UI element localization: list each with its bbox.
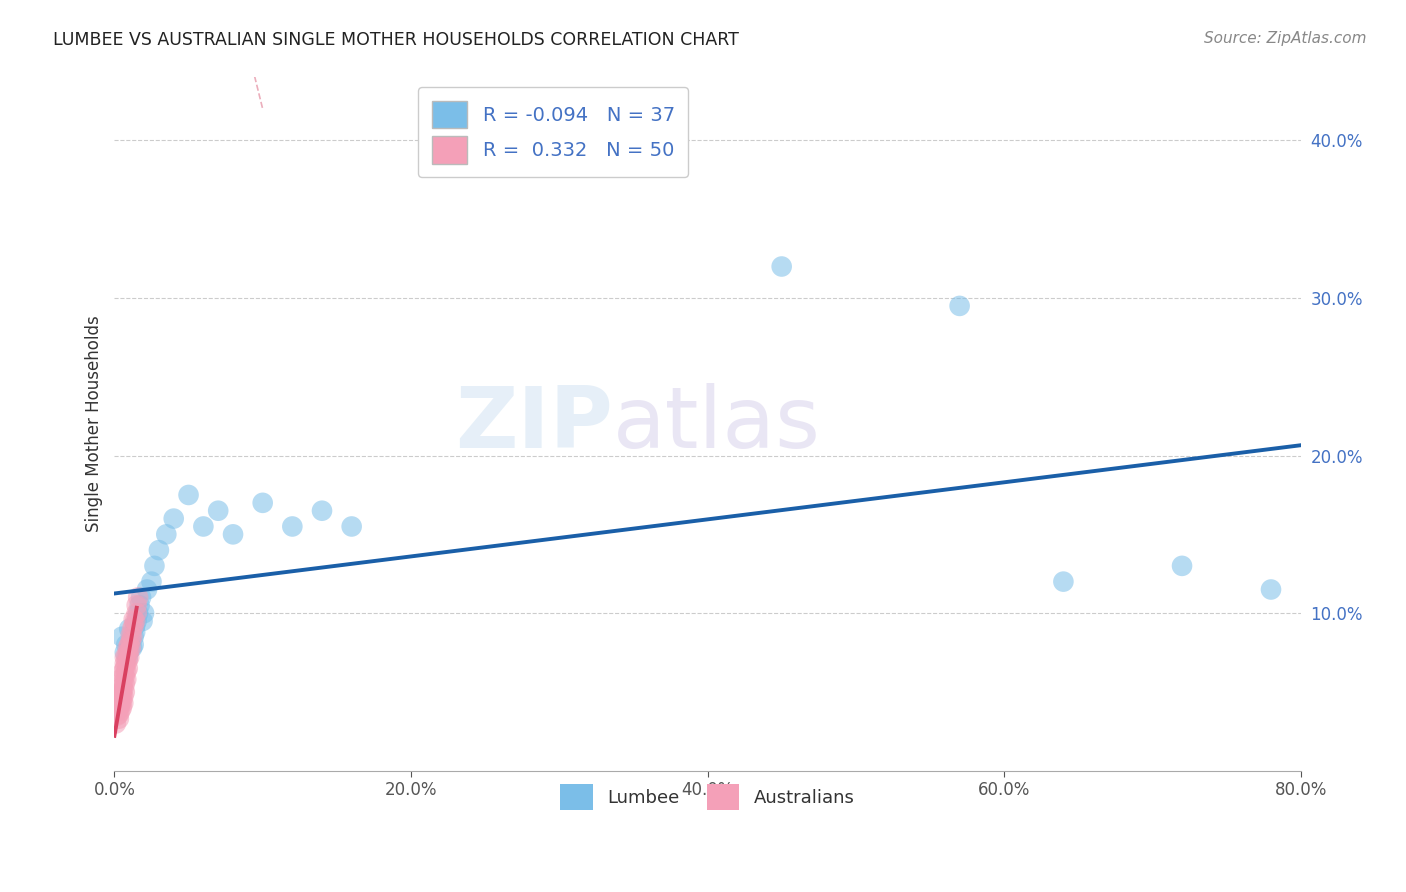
Point — [118, 622, 141, 636]
Point — [110, 688, 132, 702]
Point — [118, 650, 141, 665]
Point — [114, 661, 136, 675]
Point — [115, 665, 138, 679]
Point — [117, 646, 139, 660]
Text: atlas: atlas — [613, 383, 821, 466]
Point — [118, 638, 141, 652]
Point — [105, 704, 128, 718]
Point — [311, 504, 333, 518]
Point — [121, 640, 143, 655]
Point — [111, 630, 134, 644]
Point — [108, 698, 131, 712]
Point — [108, 706, 131, 721]
Point — [132, 606, 155, 620]
Point — [114, 685, 136, 699]
Point — [118, 644, 141, 658]
Point — [125, 614, 148, 628]
Point — [131, 614, 153, 628]
Text: ZIP: ZIP — [456, 383, 613, 466]
Point — [112, 669, 135, 683]
Point — [118, 644, 141, 658]
Point — [122, 619, 145, 633]
Point — [117, 653, 139, 667]
Point — [125, 599, 148, 613]
Point — [112, 690, 135, 704]
Point — [163, 511, 186, 525]
Point — [281, 519, 304, 533]
Point — [124, 614, 146, 628]
Point — [770, 260, 793, 274]
Point — [155, 527, 177, 541]
Point — [128, 599, 150, 613]
Point — [117, 640, 139, 655]
Point — [111, 685, 134, 699]
Point — [148, 543, 170, 558]
Point — [104, 716, 127, 731]
Point — [129, 591, 152, 605]
Point — [115, 650, 138, 665]
Point — [120, 640, 142, 655]
Text: Source: ZipAtlas.com: Source: ZipAtlas.com — [1204, 31, 1367, 46]
Point — [252, 496, 274, 510]
Point — [124, 619, 146, 633]
Point — [111, 700, 134, 714]
Point — [114, 677, 136, 691]
Point — [111, 694, 134, 708]
Point — [114, 650, 136, 665]
Point — [114, 669, 136, 683]
Point — [122, 612, 145, 626]
Point — [124, 625, 146, 640]
Point — [207, 504, 229, 518]
Legend: Lumbee, Australians: Lumbee, Australians — [546, 770, 869, 824]
Point — [110, 698, 132, 712]
Point — [111, 688, 134, 702]
Point — [110, 693, 132, 707]
Point — [108, 700, 131, 714]
Point — [121, 622, 143, 636]
Point — [141, 574, 163, 589]
Point — [117, 661, 139, 675]
Point — [143, 558, 166, 573]
Point — [112, 696, 135, 710]
Point — [112, 681, 135, 696]
Point — [114, 657, 136, 671]
Point — [177, 488, 200, 502]
Point — [115, 657, 138, 671]
Point — [125, 606, 148, 620]
Point — [115, 638, 138, 652]
Point — [193, 519, 215, 533]
Point — [122, 638, 145, 652]
Point — [122, 630, 145, 644]
Point — [111, 680, 134, 694]
Point — [114, 646, 136, 660]
Point — [115, 673, 138, 687]
Point — [127, 591, 149, 605]
Point — [120, 628, 142, 642]
Point — [108, 712, 131, 726]
Point — [127, 606, 149, 620]
Point — [112, 675, 135, 690]
Text: LUMBEE VS AUSTRALIAN SINGLE MOTHER HOUSEHOLDS CORRELATION CHART: LUMBEE VS AUSTRALIAN SINGLE MOTHER HOUSE… — [53, 31, 740, 49]
Point — [121, 630, 143, 644]
Point — [222, 527, 245, 541]
Point — [105, 708, 128, 723]
Point — [949, 299, 972, 313]
Point — [1260, 582, 1282, 597]
Point — [1052, 574, 1074, 589]
Point — [340, 519, 363, 533]
Point — [136, 582, 159, 597]
Y-axis label: Single Mother Households: Single Mother Households — [86, 316, 103, 533]
Point — [1171, 558, 1194, 573]
Point — [117, 650, 139, 665]
Point — [120, 634, 142, 648]
Point — [110, 704, 132, 718]
Point — [120, 634, 142, 648]
Point — [112, 665, 135, 679]
